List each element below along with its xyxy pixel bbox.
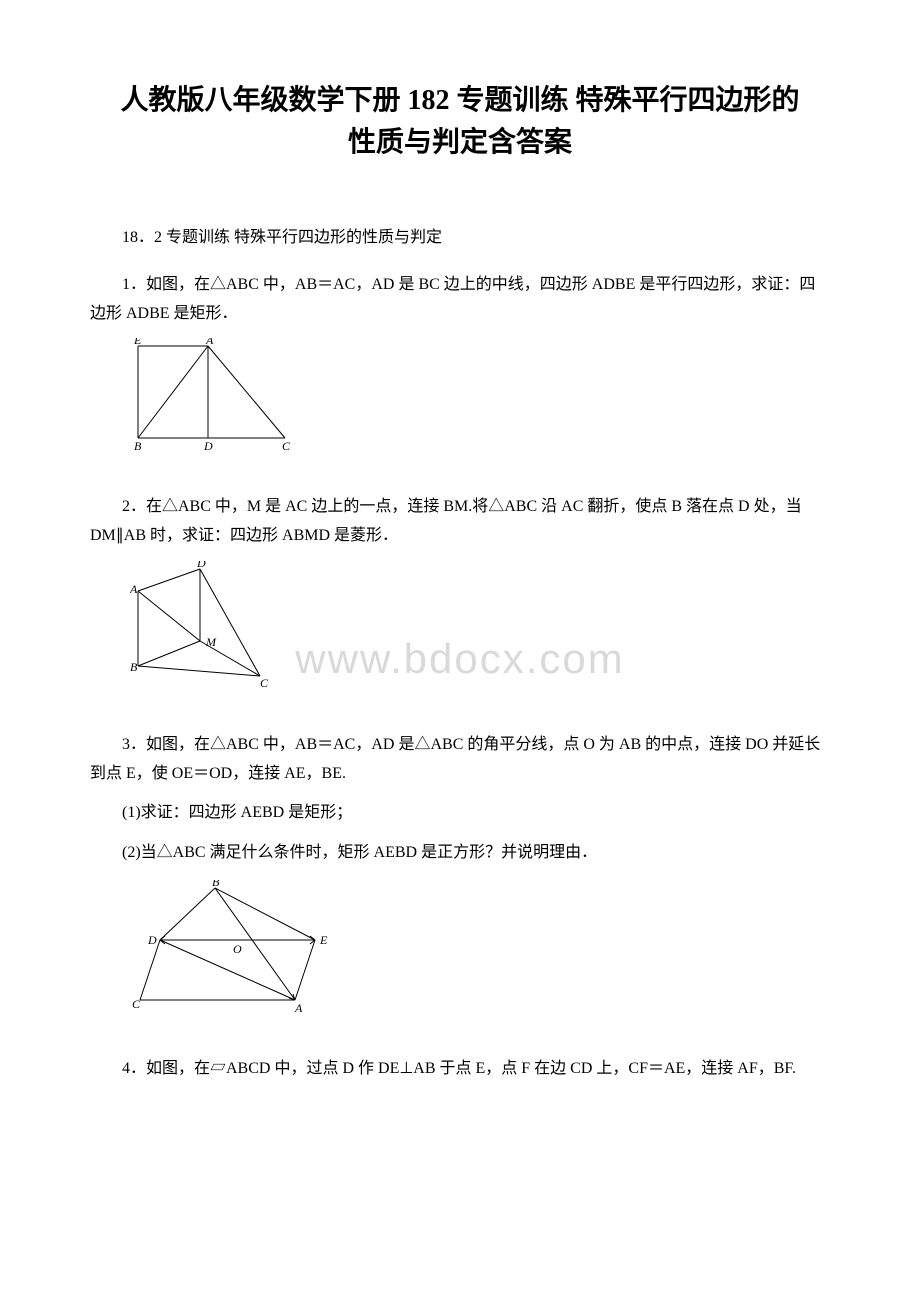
problem-3-sub1: (1)求证：四边形 AEBD 是矩形； <box>90 799 830 828</box>
svg-text:A: A <box>130 582 138 596</box>
problem-3-figure: B D E O C A <box>130 880 830 1015</box>
svg-text:C: C <box>260 676 269 690</box>
problem-3-sub2: (2)当△ABC 满足什么条件时，矩形 AEBD 是正方形？并说明理由． <box>90 839 830 868</box>
problem-2-text: 2．在△ABC 中，M 是 AC 边上的一点，连接 BM.将△ABC 沿 AC … <box>90 493 830 551</box>
svg-text:B: B <box>212 880 220 889</box>
svg-text:A: A <box>205 338 214 347</box>
title-line-1: 人教版八年级数学下册 182 专题训练 特殊平行四边形的 <box>120 85 799 116</box>
svg-text:D: D <box>147 933 157 947</box>
svg-text:M: M <box>205 635 217 649</box>
problem-4-text: 4．如图，在▱ABCD 中，过点 D 作 DE⊥AB 于点 E，点 F 在边 C… <box>90 1055 830 1084</box>
svg-text:O: O <box>233 942 242 956</box>
svg-text:B: B <box>130 660 138 674</box>
svg-text:C: C <box>282 439 291 453</box>
svg-text:B: B <box>134 439 142 453</box>
svg-text:D: D <box>203 439 213 453</box>
svg-text:C: C <box>132 997 141 1011</box>
problem-1-text: 1．如图，在△ABC 中，AB＝AC，AD 是 BC 边上的中线，四边形 ADB… <box>90 271 830 329</box>
svg-text:E: E <box>319 933 328 947</box>
problem-1-figure: E A B D C <box>130 338 830 453</box>
problem-2-figure: A D B M C <box>130 561 830 691</box>
svg-text:E: E <box>133 338 142 347</box>
svg-text:A: A <box>294 1001 303 1015</box>
document-title: 人教版八年级数学下册 182 专题训练 特殊平行四边形的 性质与判定含答案 <box>90 80 830 164</box>
problem-3-text: 3．如图，在△ABC 中，AB＝AC，AD 是△ABC 的角平分线，点 O 为 … <box>90 731 830 789</box>
section-heading: 18．2 专题训练 特殊平行四边形的性质与判定 <box>90 224 830 253</box>
svg-text:D: D <box>196 561 206 570</box>
title-line-2: 性质与判定含答案 <box>348 127 572 158</box>
